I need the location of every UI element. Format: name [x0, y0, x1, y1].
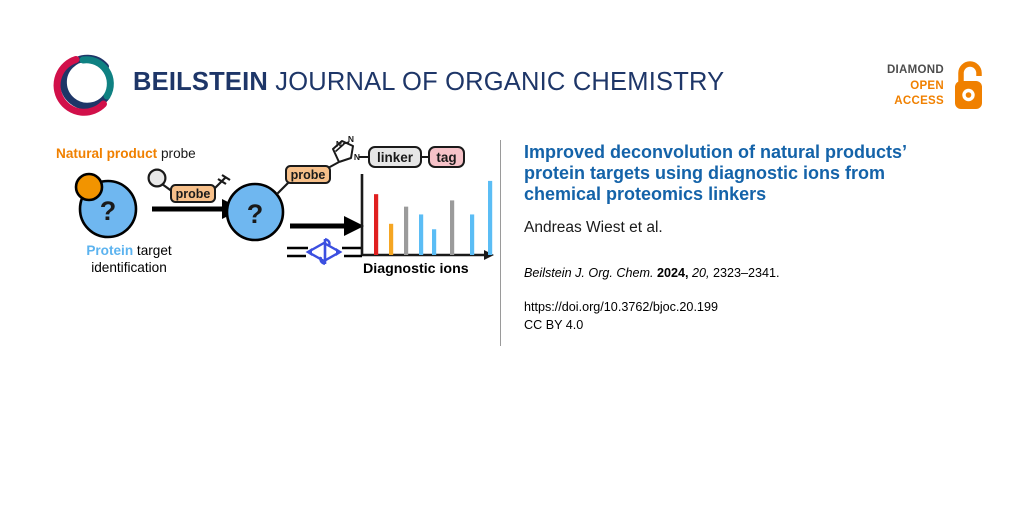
label-diagnostic-ions: Diagnostic ions [363, 261, 469, 277]
oa-line-access: ACCESS [894, 95, 944, 107]
citation-volume: 20, [692, 266, 710, 280]
spectrum-bar [404, 206, 409, 255]
spectrum-bar [470, 214, 475, 255]
probe-molecule-1: probe [147, 168, 231, 203]
spectrum-bar [432, 229, 437, 255]
column-divider [500, 140, 501, 346]
oa-line-diamond: DIAMOND [886, 64, 944, 76]
triazole-n1: N [336, 139, 342, 149]
citation-year: 2024, [656, 266, 689, 280]
article-authors: Andreas Wiest et al. [524, 219, 663, 236]
label-natural-product: Natural product [56, 146, 158, 161]
triazole-n2: N [348, 136, 354, 144]
linker-box: linker [359, 146, 422, 168]
beilstein-spiral-logo [50, 48, 122, 120]
label-protein: Protein [86, 243, 134, 258]
article-doi-block: https://doi.org/10.3762/bjoc.20.199 CC B… [524, 299, 964, 334]
label-natural-product-probe: Natural product probe [56, 146, 196, 161]
fragmentation-icon [287, 237, 362, 266]
probe-box-2: probe [285, 165, 331, 184]
probe-box-label-2: probe [291, 168, 326, 182]
oa-line-open: OPEN [910, 79, 944, 92]
article-doi-link[interactable]: https://doi.org/10.3762/bjoc.20.199 [524, 300, 718, 314]
journal-title: BEILSTEIN JOURNAL OF ORGANIC CHEMISTRY [133, 68, 724, 97]
article-license: CC BY 4.0 [524, 317, 584, 332]
probe-box-label-1: probe [176, 187, 211, 201]
journal-title-light: JOURNAL OF ORGANIC CHEMISTRY [267, 68, 725, 96]
citation-pages: 2323–2341. [713, 266, 780, 280]
protein-target-1: ? [74, 172, 138, 239]
spectrum-bars [374, 180, 535, 255]
graphical-abstract: Natural product probe Protein target ide… [40, 134, 535, 296]
open-padlock-icon [952, 60, 988, 112]
masthead: BEILSTEIN JOURNAL OF ORGANIC CHEMISTRY D… [0, 0, 1024, 132]
protein-question-mark-2: ? [247, 199, 264, 229]
spectrum-bar [419, 214, 424, 255]
journal-title-bold: BEILSTEIN [133, 68, 268, 96]
article-citation: Beilstein J. Org. Chem. 2024, 20, 2323–2… [524, 265, 964, 281]
spectrum-bar [488, 180, 493, 255]
tag-box-label: tag [436, 150, 456, 165]
label-probe-word: probe [157, 146, 196, 161]
spectrum-bar [389, 223, 394, 255]
mass-spectrum-chart [360, 174, 535, 260]
abstract-diagram-svg: ? probe ? probe [74, 134, 535, 266]
article-title: Improved deconvolution of natural produc… [524, 142, 907, 204]
tag-box: tag [421, 146, 465, 168]
article-block: Improved deconvolution of natural produc… [524, 142, 964, 334]
spectrum-bar [374, 194, 379, 255]
label-target-identification: target identification [91, 243, 172, 275]
protein-question-mark-1: ? [100, 196, 117, 226]
protein-target-2: ? [225, 180, 291, 242]
citation-journal: Beilstein J. Org. Chem. [524, 266, 654, 280]
open-access-wordmark: DIAMOND OPEN ACCESS [866, 63, 944, 110]
triazole-ring-icon: N N N [327, 134, 360, 169]
diamond-open-access-badge: DIAMOND OPEN ACCESS [866, 60, 986, 118]
linker-box-label: linker [377, 150, 414, 165]
label-protein-target-identification: Protein target identification [54, 242, 204, 276]
triazole-n3: N [354, 152, 360, 162]
spectrum-bar [450, 200, 455, 255]
reaction-arrow-2 [290, 216, 364, 236]
